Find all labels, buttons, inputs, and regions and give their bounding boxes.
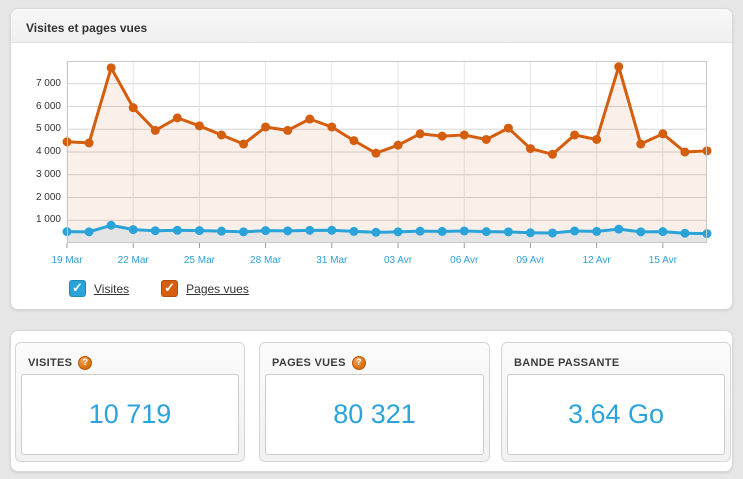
stat-value-box: 10 719 (21, 374, 239, 455)
stat-value-bande-passante: 3.64 Go (567, 399, 665, 429)
stat-value-visites: 10 719 (88, 399, 172, 429)
stat-box-visites: VISITES ? 10 719 (15, 342, 245, 462)
x-axis-label: 12 Avr (582, 255, 611, 266)
y-axis-label: 1 000 (35, 214, 61, 226)
x-axis-label: 03 Avr (383, 255, 413, 266)
help-icon[interactable]: ? (351, 355, 366, 370)
x-axis-label: 31 Mar (316, 255, 348, 266)
x-axis-label: 22 Mar (117, 255, 149, 266)
x-axis-label: 19 Mar (51, 255, 83, 266)
x-axis-label: 15 Avr (648, 255, 677, 266)
stats-panel: VISITES ? 10 719 PAGES VUES ? 80 321 BAN… (10, 330, 733, 472)
page-title: Visites et pages vues (26, 21, 148, 35)
stat-value-box: 3.64 Go (507, 374, 725, 455)
legend-label-visites[interactable]: Visites (94, 281, 130, 296)
stat-value-box: 80 321 (265, 374, 484, 455)
x-axis-label: 06 Avr (450, 255, 479, 266)
chart-panel-header: Visites et pages vues (11, 9, 732, 43)
stat-header: VISITES ? (16, 343, 244, 373)
y-axis-label: 5 000 (35, 123, 61, 135)
help-icon[interactable]: ? (78, 355, 93, 370)
visites-checkbox-icon[interactable] (69, 280, 86, 297)
stat-value-pages-vues: 80 321 (333, 399, 416, 429)
y-axis-label: 6 000 (35, 100, 61, 112)
y-axis-label: 7 000 (35, 77, 61, 89)
stat-header: PAGES VUES ? (260, 343, 489, 373)
x-axis-label: 25 Mar (183, 255, 215, 266)
stat-label-pages-vues: PAGES VUES (272, 356, 346, 369)
y-axis-label: 4 000 (35, 146, 61, 157)
stat-label-bande-passante: BANDE PASSANTE (514, 356, 620, 369)
y-axis-label: 2 000 (35, 191, 61, 203)
stat-header: BANDE PASSANTE (502, 343, 730, 373)
legend-item-visites[interactable]: Visites (69, 280, 129, 297)
chart-panel: Visites et pages vues 1 000 2 000 3 000 4 0… (10, 8, 733, 310)
chart-legend: Visites Pages vues (69, 280, 249, 297)
x-axis-label: 28 Mar (250, 255, 282, 266)
stat-label-visites: VISITES (28, 356, 73, 369)
line-chart-plot (62, 61, 712, 248)
stat-box-bande-passante: BANDE PASSANTE 3.64 Go (501, 342, 731, 462)
stat-box-pages-vues: PAGES VUES ? 80 321 (259, 342, 490, 462)
legend-label-pages-vues[interactable]: Pages vues (186, 281, 249, 296)
legend-item-pages-vues[interactable]: Pages vues (161, 280, 249, 297)
x-axis-label: 09 Avr (516, 255, 545, 266)
pages-vues-checkbox-icon[interactable] (161, 280, 179, 297)
y-axis-label: 3 000 (35, 168, 61, 180)
